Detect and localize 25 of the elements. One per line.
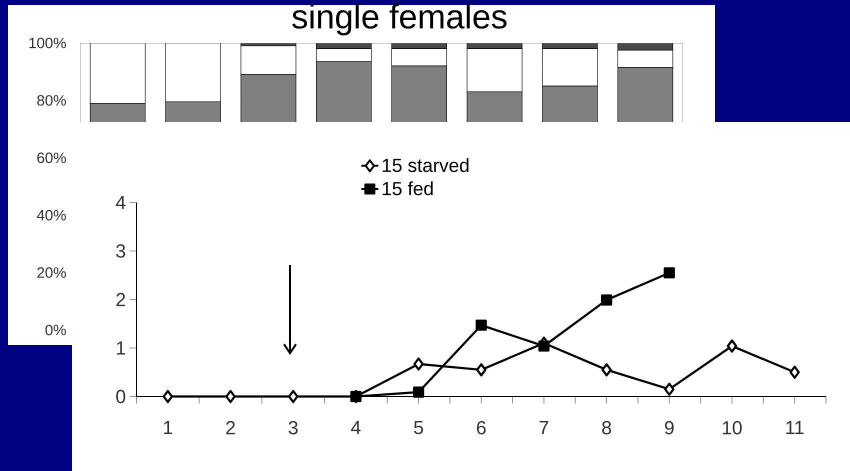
y-tick-label: 60% xyxy=(37,152,66,164)
x-tick-label: 11 xyxy=(786,421,804,434)
y-tick-label: 80% xyxy=(37,95,66,106)
x-tick-label: 3 xyxy=(288,421,298,434)
legend-label: 15 starved xyxy=(382,158,468,172)
legend-label: 15 fed xyxy=(382,181,433,196)
x-tick-label: 8 xyxy=(602,421,612,434)
y-tick-label: 4 xyxy=(116,196,126,210)
y-tick-label: 100% xyxy=(29,38,66,48)
x-tick-label: 6 xyxy=(476,421,486,434)
x-tick-label: 10 xyxy=(722,421,742,434)
y-tick-label: 2 xyxy=(116,292,126,306)
x-tick-label: 7 xyxy=(540,421,548,434)
y-tick-label: 0 xyxy=(116,390,126,404)
x-tick-label: 5 xyxy=(414,421,424,434)
y-tick-label: 0% xyxy=(45,324,66,336)
x-tick-label: 2 xyxy=(226,421,235,434)
y-tick-label: 20% xyxy=(37,267,66,278)
chart-title: single females xyxy=(292,4,507,36)
y-tick-label: 1 xyxy=(116,341,126,355)
y-tick-label: 40% xyxy=(36,210,66,220)
x-tick-label: 4 xyxy=(351,421,361,434)
x-tick-label: 1 xyxy=(164,421,172,434)
x-tick-label: 9 xyxy=(664,421,674,434)
y-tick-label: 3 xyxy=(116,244,126,258)
